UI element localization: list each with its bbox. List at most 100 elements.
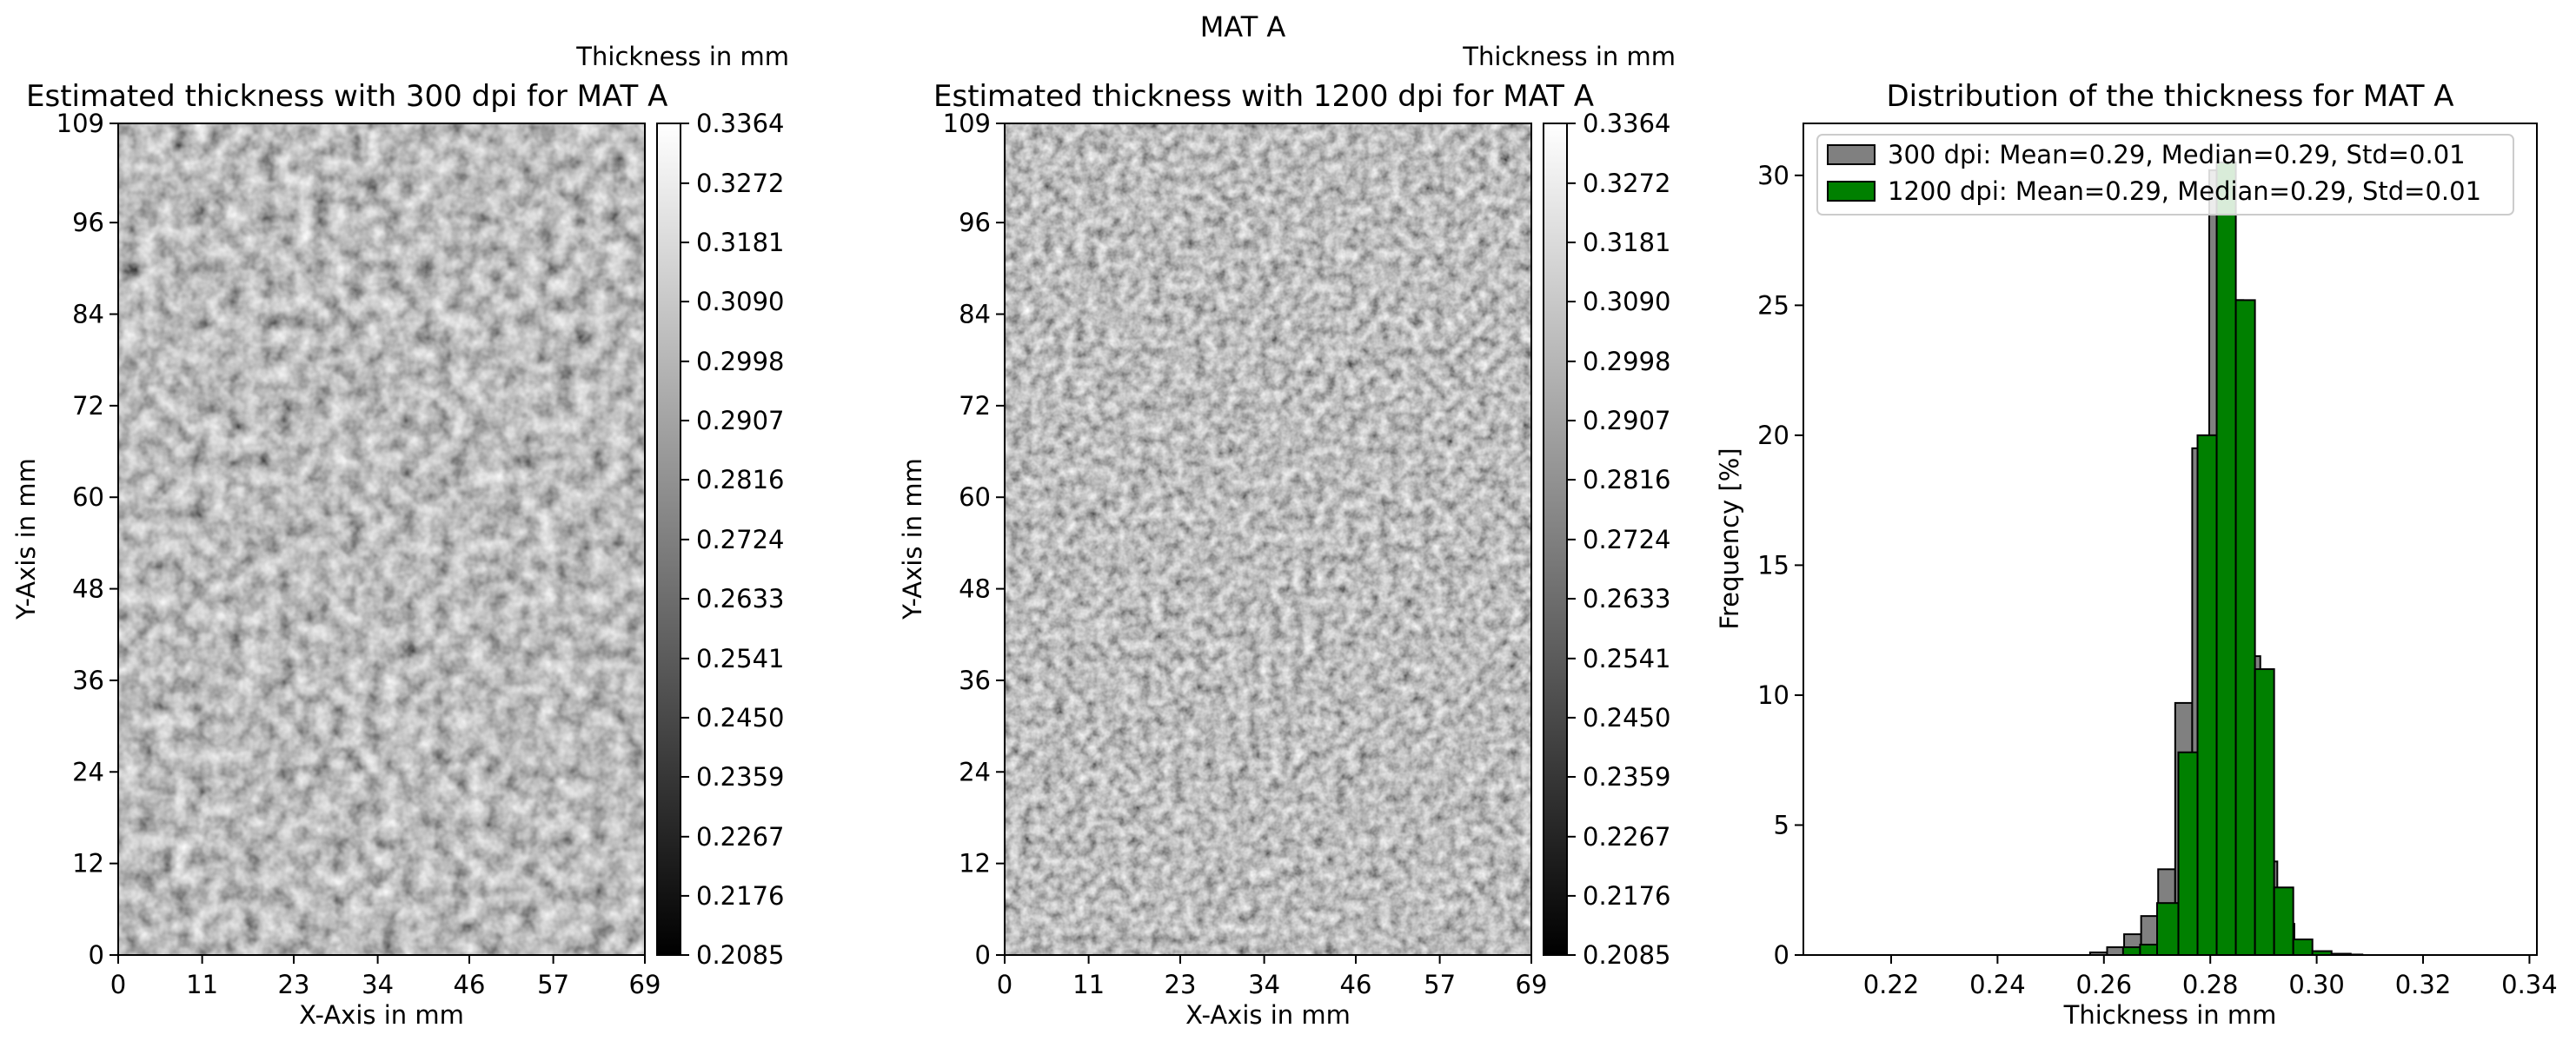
x-tick-group: 0.22 0.24 0.26 0.28 0.30 0.32 0.34 (1863, 955, 2558, 999)
colorbar-tick-label: 0.2633 (696, 584, 784, 614)
panel-title: Estimated thickness with 300 dpi for MAT… (26, 79, 667, 114)
heatmap-300dpi-panel: Estimated thickness with 300 dpi for MAT… (11, 42, 789, 1030)
colorbar-tick-label: 0.2541 (696, 644, 784, 673)
colorbar (1543, 123, 1568, 956)
colorbar-tick-label: 0.2085 (696, 940, 784, 970)
y-tick-label: 24 (959, 757, 991, 786)
colorbar (656, 123, 681, 956)
colorbar-tick-label: 0.3364 (1583, 109, 1670, 138)
y-tick-label: 0 (975, 940, 991, 970)
colorbar-tick-label: 0.2085 (1583, 940, 1670, 970)
histogram-panel: Distribution of the thickness for MAT A … (1715, 79, 2558, 1030)
plot-frame (117, 123, 646, 956)
x-tick-label: 11 (1072, 970, 1105, 999)
plot-background (1803, 123, 2537, 955)
colorbar-tick-label: 0.2359 (696, 762, 784, 792)
y-tick-group: 0 5 10 15 20 25 30 (1757, 161, 1803, 970)
y-axis-label: Y-Axis in mm (898, 458, 927, 620)
heatmap-image (1005, 123, 1531, 955)
x-axis-label: Thickness in mm (2063, 1000, 2277, 1030)
plot-frame (1004, 123, 1532, 956)
y-tick-label: 48 (959, 574, 991, 604)
colorbar-tick-label: 0.3181 (696, 228, 784, 257)
y-tick-label: 20 (1757, 421, 1789, 450)
x-tick-label: 57 (537, 970, 569, 999)
y-tick-label: 109 (56, 109, 104, 138)
x-tick-label: 0 (997, 970, 1012, 999)
x-tick-label: 23 (278, 970, 310, 999)
x-tick-label: 11 (186, 970, 218, 999)
colorbar-tick-group: 0.2085 0.2176 0.2267 0.2359 0.2450 0.2541 0.26… (681, 109, 784, 970)
legend-entry-1200dpi: 1200 dpi: Mean=0.29, Median=0.29, Std=0.… (1888, 176, 2481, 206)
legend-swatch-300dpi (1827, 144, 1876, 165)
x-tick-label: 34 (1248, 970, 1280, 999)
colorbar-tick-label: 0.2724 (696, 525, 784, 554)
colorbar-tick-label: 0.2907 (696, 406, 784, 435)
hist-bar-1200dpi (2254, 668, 2275, 956)
x-tick-label: 0.22 (1863, 970, 1920, 999)
colorbar-tick-label: 0.3090 (1583, 287, 1670, 316)
y-tick-label: 72 (72, 391, 104, 421)
hist-bar-1200dpi (2215, 161, 2237, 956)
colorbar-tick-label: 0.2450 (696, 703, 784, 733)
y-tick-label: 36 (959, 666, 991, 695)
y-tick-label: 12 (959, 849, 991, 879)
x-tick-label: 0 (110, 970, 126, 999)
x-tick-label: 0.34 (2501, 970, 2558, 999)
y-tick-label: 12 (72, 849, 104, 879)
colorbar-label: Thickness in mm (575, 42, 789, 71)
y-tick-label: 36 (72, 666, 104, 695)
y-tick-label: 96 (959, 208, 991, 237)
x-axis-label: X-Axis in mm (1185, 1000, 1351, 1030)
y-tick-label: 84 (959, 299, 991, 328)
colorbar-tick-label: 0.3181 (1583, 228, 1670, 257)
colorbar-tick-label: 0.2359 (1583, 762, 1670, 792)
colorbar-tick-label: 0.3272 (696, 169, 784, 198)
legend: 300 dpi: Mean=0.29, Median=0.29, Std=0.0… (1816, 134, 2514, 216)
y-tick-label: 30 (1757, 161, 1789, 190)
y-tick-label: 48 (72, 574, 104, 604)
x-tick-group: 0 11 23 34 46 57 69 (997, 955, 1547, 999)
y-tick-label: 0 (1774, 940, 1789, 970)
heatmap-image (118, 123, 645, 955)
colorbar-tick-label: 0.3364 (696, 109, 784, 138)
hist-bar-1200dpi (2121, 946, 2141, 956)
y-tick-label: 72 (959, 391, 991, 421)
hist-bar-300dpi (2106, 946, 2126, 956)
colorbar-tick-label: 0.2267 (1583, 822, 1670, 852)
colorbar-tick-label: 0.2998 (1583, 347, 1670, 376)
x-tick-label: 57 (1424, 970, 1456, 999)
y-tick-group: 0 12 24 36 48 60 72 84 96 109 (56, 109, 118, 970)
hist-bar-1200dpi (2273, 886, 2294, 957)
y-tick-label: 109 (943, 109, 991, 138)
colorbar-tick-label: 0.2816 (1583, 465, 1670, 494)
y-tick-label: 25 (1757, 290, 1789, 320)
colorbar-tick-label: 0.2724 (1583, 525, 1670, 554)
figure-title: MAT A (1200, 10, 1286, 43)
hist-bar-1200dpi (2292, 939, 2314, 957)
colorbar-tick-label: 0.2450 (1583, 703, 1670, 733)
colorbar-tick-label: 0.2998 (696, 347, 784, 376)
hist-bar-1200dpi (2177, 751, 2199, 957)
hist-bar-1200dpi (2196, 434, 2218, 956)
colorbar-tick-label: 0.3090 (696, 287, 784, 316)
panel-title: Distribution of the thickness for MAT A (1886, 79, 2453, 114)
colorbar-tick-label: 0.2267 (696, 822, 784, 852)
plot-frame (1803, 123, 2538, 956)
x-tick-group: 0 11 23 34 46 57 69 (110, 955, 661, 999)
y-tick-group: 0 12 24 36 48 60 72 84 96 109 (943, 109, 1005, 970)
x-tick-label: 23 (1165, 970, 1197, 999)
legend-swatch-1200dpi (1827, 181, 1876, 202)
hist-bar-1200dpi (2139, 944, 2159, 956)
x-tick-label: 0.30 (2288, 970, 2345, 999)
heatmap-1200dpi-panel: Estimated thickness with 1200 dpi for MA… (898, 42, 1676, 1030)
y-axis-label: Frequency [%] (1715, 448, 1744, 629)
y-tick-label: 5 (1774, 810, 1789, 839)
hist-bar-1200dpi (2234, 299, 2256, 956)
x-tick-label: 34 (362, 970, 394, 999)
legend-box (1816, 134, 2514, 216)
x-tick-label: 0.26 (2076, 970, 2133, 999)
colorbar-tick-label: 0.2907 (1583, 406, 1670, 435)
y-tick-label: 60 (959, 482, 991, 512)
panel-title: Estimated thickness with 1200 dpi for MA… (933, 79, 1594, 114)
